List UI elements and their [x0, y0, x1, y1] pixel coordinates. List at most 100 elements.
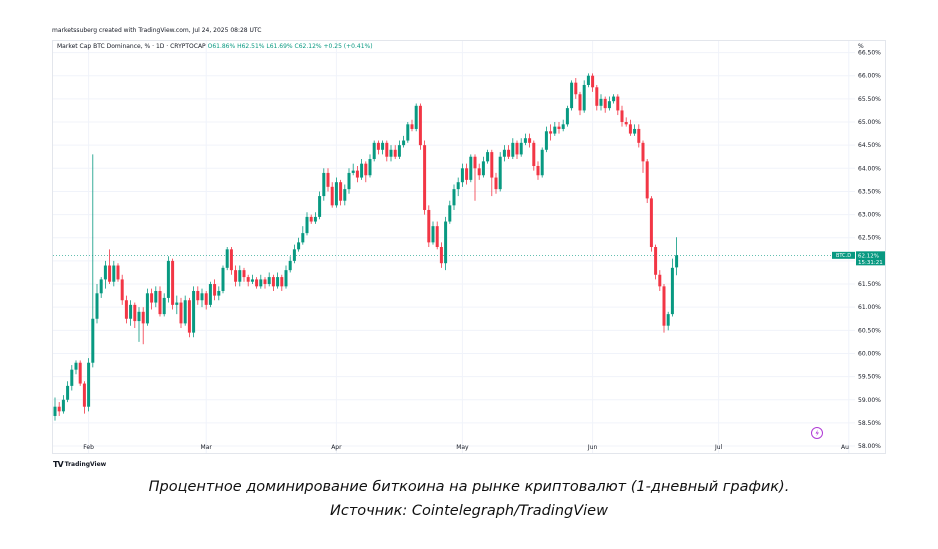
price-tag-countdown: 15:31:21: [858, 260, 883, 266]
percent-scale-button[interactable]: %: [858, 43, 864, 50]
candle-body: [494, 177, 498, 190]
candle-body: [389, 149, 393, 157]
candle-body: [57, 406, 61, 412]
candle-body: [544, 131, 548, 150]
candle: [519, 138, 523, 157]
candle-body: [259, 279, 263, 287]
candle: [347, 168, 351, 194]
candle: [544, 126, 548, 153]
candle: [397, 140, 401, 160]
candle: [603, 96, 607, 113]
candle: [116, 263, 120, 282]
candle: [208, 281, 212, 308]
candle: [271, 274, 275, 291]
candle-body: [603, 98, 607, 109]
candle-body: [498, 156, 502, 190]
candle-body: [133, 304, 137, 322]
candle-body: [318, 196, 322, 217]
candle-body: [284, 270, 288, 287]
candle: [229, 247, 233, 275]
x-tick-label: May: [456, 444, 469, 451]
candle-body: [574, 82, 578, 95]
candle-body: [481, 161, 485, 176]
candle-body: [82, 383, 86, 407]
candle: [410, 119, 414, 132]
candle: [477, 163, 481, 180]
candle: [305, 212, 309, 236]
tradingview-logo[interactable]: TV TradingView: [53, 460, 106, 469]
candle: [334, 177, 338, 208]
candle: [179, 297, 183, 329]
y-tick-label: 58.50%: [858, 420, 881, 427]
candle-body: [641, 142, 645, 162]
candle: [124, 295, 128, 324]
candle-body: [549, 131, 553, 134]
x-tick-label: Apr: [331, 444, 342, 451]
candle-body: [502, 149, 506, 157]
caption-line-2: Источник: Cointelegraph/TradingView: [330, 503, 608, 519]
candle: [171, 258, 175, 310]
candle-body: [288, 260, 292, 271]
candle: [675, 237, 679, 276]
candle-body: [360, 163, 364, 178]
candle-body: [66, 385, 70, 400]
candle: [586, 73, 590, 88]
candle: [267, 272, 271, 287]
candle: [385, 140, 389, 162]
candle-body: [670, 267, 674, 315]
y-tick-label: 60.00%: [858, 350, 881, 357]
candle-body: [53, 406, 57, 416]
candle-body: [351, 170, 355, 173]
candle: [515, 140, 519, 160]
candle: [607, 96, 611, 111]
candle: [553, 122, 557, 136]
candle-body: [175, 302, 179, 305]
candle: [662, 284, 666, 333]
candle-body: [536, 165, 540, 176]
candle-body: [465, 168, 469, 180]
candle: [427, 205, 431, 247]
price-tag-symbol-bg: [832, 251, 855, 259]
candle-body: [280, 277, 284, 287]
candle-body: [645, 161, 649, 199]
candle-body: [166, 260, 170, 298]
candle: [313, 212, 317, 224]
candle-body: [456, 182, 460, 190]
candle: [74, 360, 78, 375]
candle-body: [242, 270, 246, 278]
candle-body: [204, 293, 208, 305]
candle-body: [515, 142, 519, 155]
candle-body: [246, 277, 250, 282]
candle: [225, 247, 229, 271]
candle: [70, 365, 74, 391]
symbol-title[interactable]: Market Cap BTC Dominance, % · 1D · CRYPT…: [57, 43, 206, 50]
candle-body: [187, 300, 191, 333]
candle-body: [473, 156, 477, 169]
candle-body: [439, 247, 443, 264]
candle: [200, 288, 204, 308]
candle-body: [229, 249, 233, 271]
candle: [166, 256, 170, 303]
candle-body: [507, 149, 511, 157]
candle-body: [154, 290, 158, 303]
candle-body: [469, 156, 473, 180]
candle-body: [339, 182, 343, 201]
candle-body: [255, 279, 259, 287]
candle-body: [586, 75, 590, 85]
candle-body: [570, 82, 574, 109]
candle-body: [225, 249, 229, 268]
candle: [259, 274, 263, 289]
symbol-legend[interactable]: Market Cap BTC Dominance, % · 1D · CRYPT…: [57, 43, 373, 50]
candle-body: [234, 270, 238, 282]
candle-body: [624, 122, 628, 125]
candle: [246, 274, 250, 287]
candle: [234, 265, 238, 287]
lightning-icon[interactable]: [811, 427, 823, 439]
candle-body: [162, 297, 166, 315]
candle-body: [145, 293, 149, 324]
candle-body: [414, 105, 418, 129]
y-tick-label: 63.50%: [858, 188, 881, 195]
candle: [532, 140, 536, 171]
candle: [658, 270, 662, 291]
